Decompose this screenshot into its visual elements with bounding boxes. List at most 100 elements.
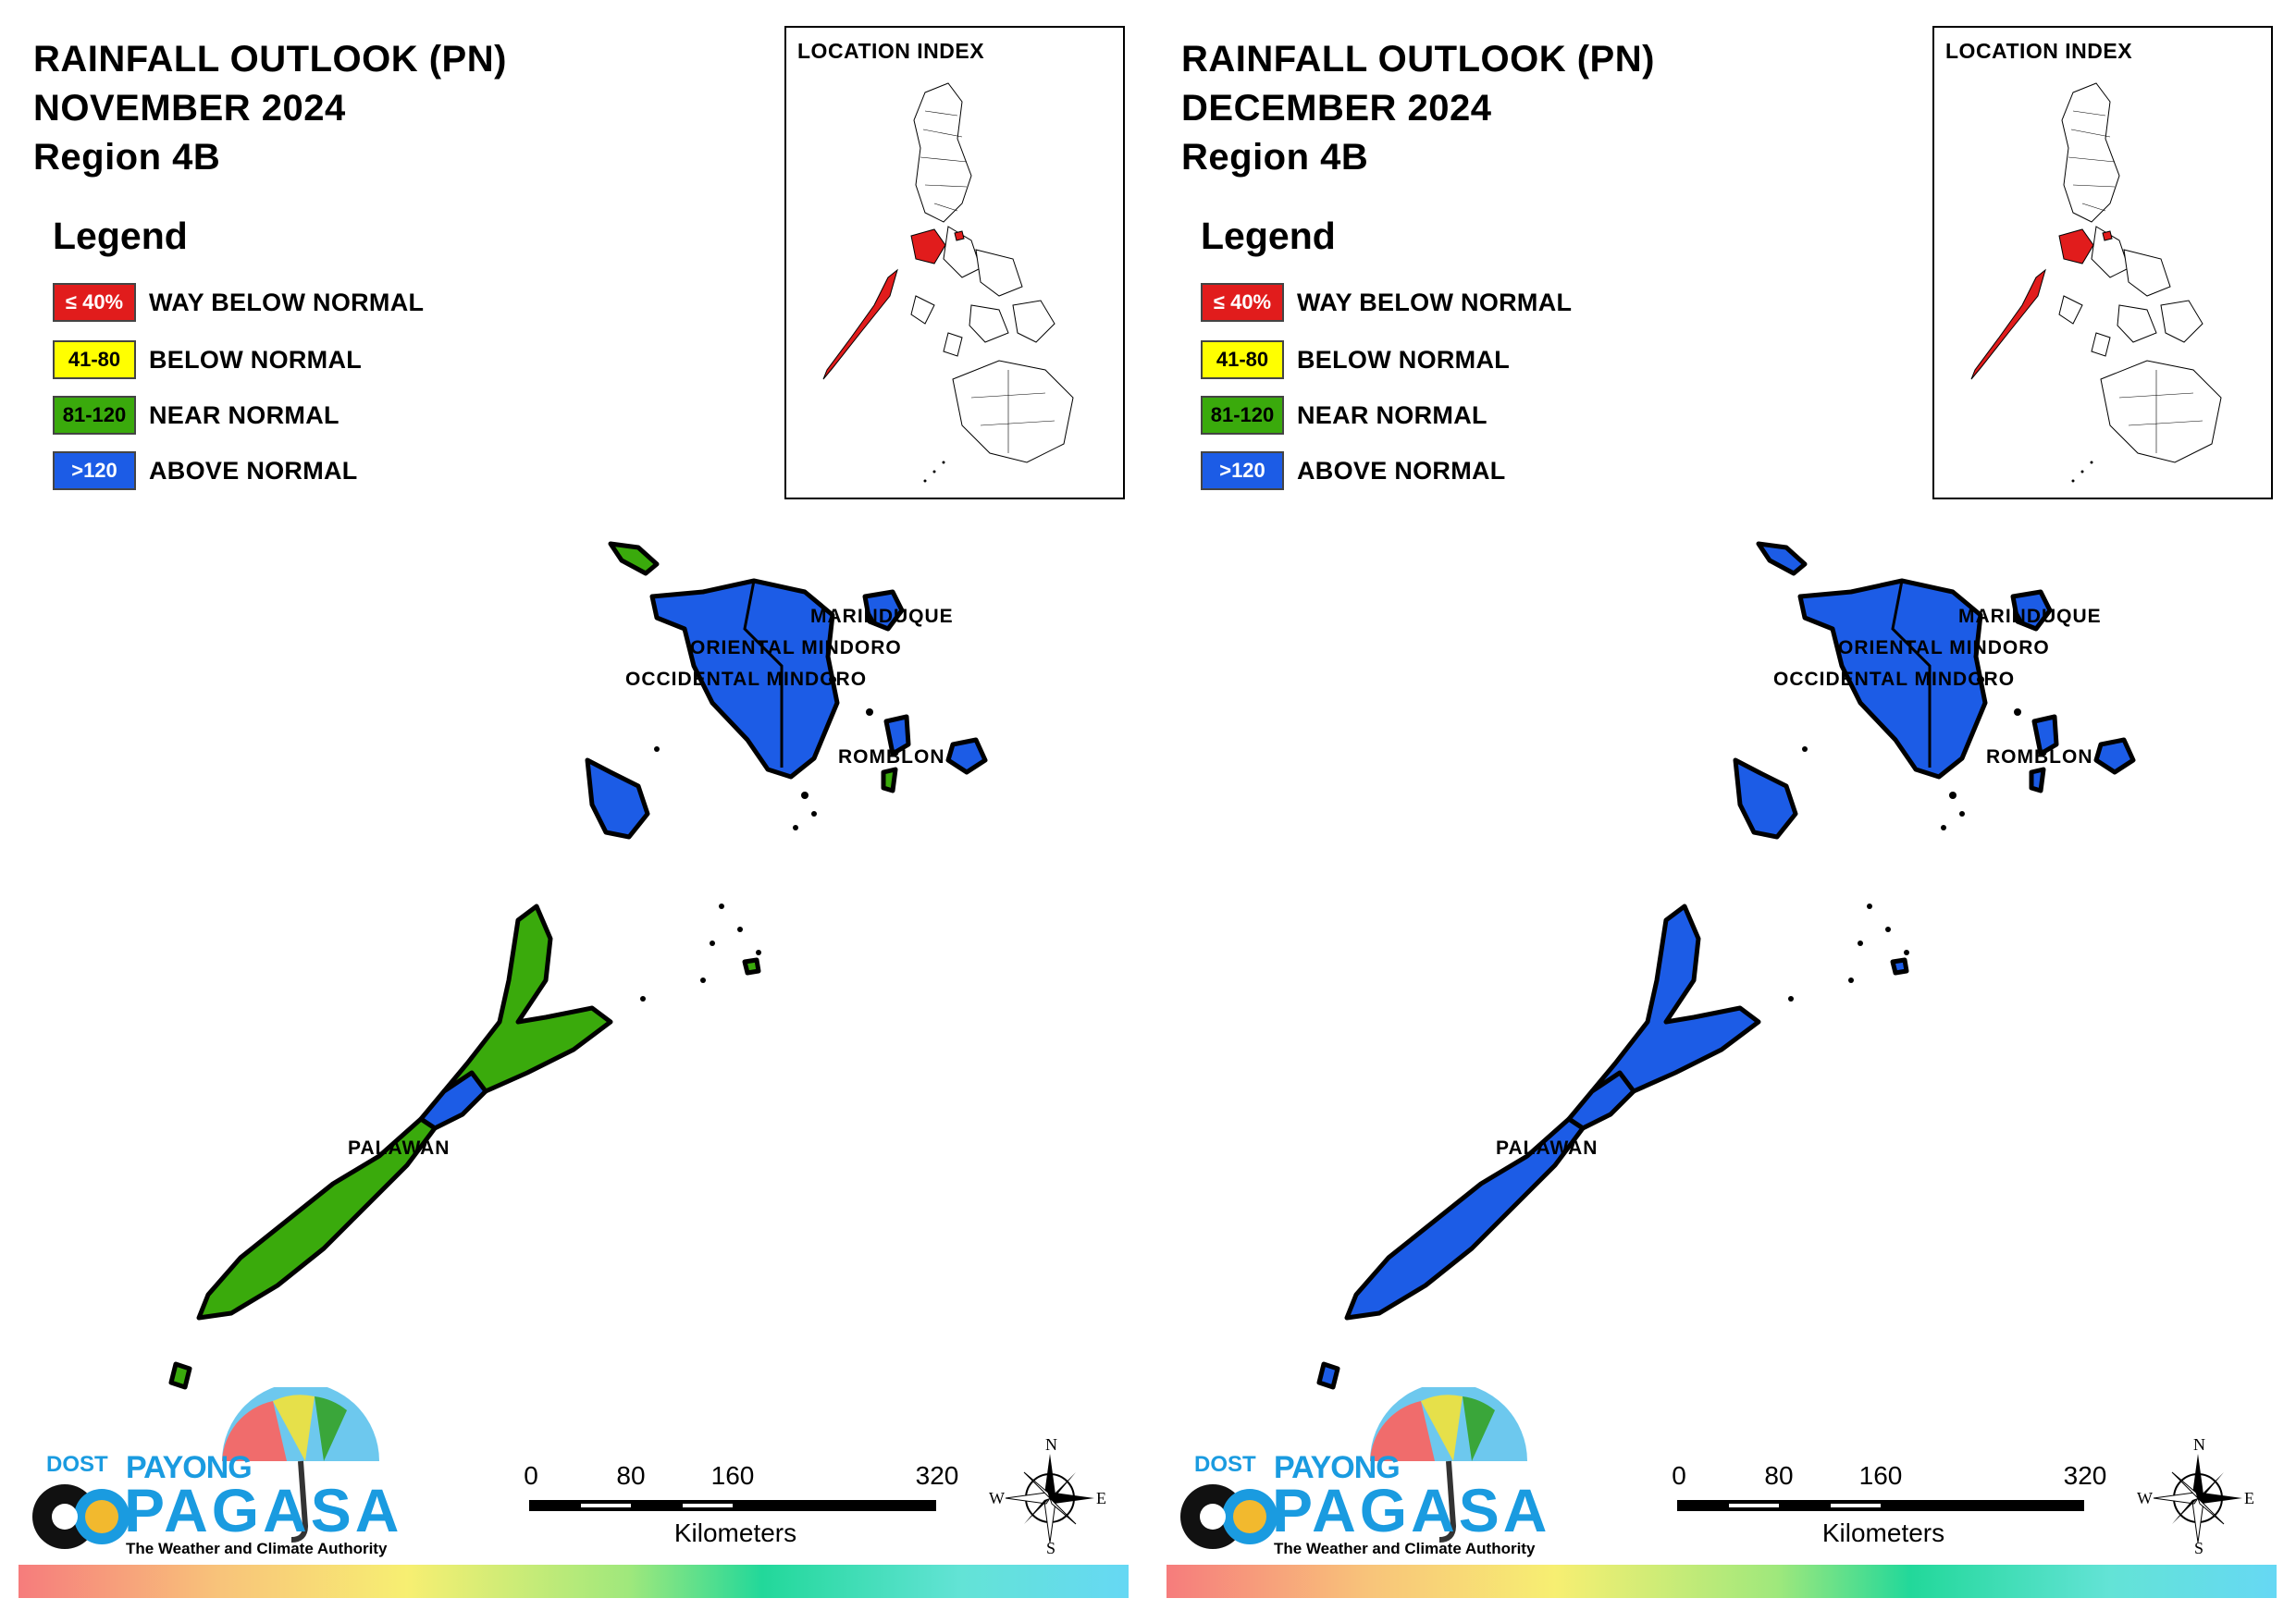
legend-item-near-normal: 81-120 NEAR NORMAL [1201,396,1487,435]
locator-mindoro [910,228,946,264]
philippines-locator-map [822,82,1074,483]
legend-label: NEAR NORMAL [149,400,339,429]
logo-tagline: The Weather and Climate Authority [126,1540,388,1557]
north-arrow-compass: N S E W [2137,1435,2254,1557]
legend-item-above-normal: >120 ABOVE NORMAL [53,451,358,490]
compass-n: N [2193,1435,2205,1454]
romblon-island-3 [2029,767,2046,793]
locator-palawan [1970,268,2046,380]
province-label-oriental-mindoro: ORIENTAL MINDORO [690,637,902,658]
lubang-island [608,541,660,576]
province-label-romblon: ROMBLON [838,746,945,768]
outlook-panel-november: RAINFALL OUTLOOK (PN) NOVEMBER 2024 Regi… [0,26,1148,1598]
legend-item-way-below-normal: ≤ 40% WAY BELOW NORMAL [1201,283,1572,322]
map-title: RAINFALL OUTLOOK (PN) DECEMBER 2024 Regi… [1181,35,1655,182]
compass-n: N [1045,1435,1057,1454]
province-shapes [1316,541,2136,1390]
scale-tick: 160 [710,1461,755,1490]
color-gradient-bar [1167,1565,2277,1598]
region-4b-map: MARINDUQUE ORIENTAL MINDORO OCCIDENTAL M… [1148,518,2296,1410]
scale-bar: 0 80 160 320 Kilometers [1672,1461,2106,1563]
palawan-north [1589,904,1761,1113]
payong-text: PAYONG [126,1450,253,1485]
payong-text: PAYONG [1274,1450,1401,1485]
logo-tagline: The Weather and Climate Authority [1274,1540,1536,1557]
location-index-title: LOCATION INDEX [797,39,985,63]
scale-tick: 0 [1672,1461,1686,1490]
legend-swatch: 81-120 [53,396,136,435]
legend-title: Legend [1201,215,1336,257]
legend-title: Legend [53,215,188,257]
legend-item-below-normal: 41-80 BELOW NORMAL [1201,340,1510,379]
mindoro-province-boundary [743,580,784,768]
legend-label: NEAR NORMAL [1297,400,1487,429]
legend-swatch: ≤ 40% [1201,283,1284,322]
scale-tick: 320 [915,1461,959,1490]
color-gradient-bar [19,1565,1129,1598]
compass-w: W [2137,1489,2153,1507]
legend-item-below-normal: 41-80 BELOW NORMAL [53,340,362,379]
title-line-2: NOVEMBER 2024 [33,88,346,129]
philippines-locator-map [1970,82,2222,483]
compass-rose-icon [1005,1454,1094,1543]
province-label-oriental-mindoro: ORIENTAL MINDORO [1838,637,2050,658]
balabac-island [168,1361,192,1390]
region-4b-map: MARINDUQUE ORIENTAL MINDORO OCCIDENTAL M… [0,518,1148,1410]
province-label-marinduque: MARINDUQUE [810,606,954,627]
dost-text: DOST [1194,1452,1256,1477]
scale-unit: Kilometers [673,1518,797,1547]
romblon-island-1 [2031,714,2059,756]
legend-label: BELOW NORMAL [149,345,363,374]
legend-swatch: >120 [1201,451,1284,490]
title-line-3: Region 4B [33,137,221,178]
compass-s: S [2194,1539,2204,1557]
location-index-map: LOCATION INDEX [784,26,1125,499]
dost-text: DOST [46,1452,108,1477]
scale-unit: Kilometers [1821,1518,1945,1547]
north-arrow-compass: N S E W [989,1435,1106,1557]
locator-mindoro [2058,228,2094,264]
legend-item-above-normal: >120 ABOVE NORMAL [1201,451,1506,490]
map-title: RAINFALL OUTLOOK (PN) NOVEMBER 2024 Regi… [33,35,507,182]
legend-label: ABOVE NORMAL [1297,456,1506,485]
pagasa-text: PAGASA [1272,1476,1551,1544]
scale-tick: 80 [616,1461,646,1490]
legend-item-near-normal: 81-120 NEAR NORMAL [53,396,339,435]
compass-e: E [2244,1489,2254,1507]
compass-e: E [1096,1489,1106,1507]
legend-label: WAY BELOW NORMAL [1297,288,1573,316]
locator-marinduque [2102,230,2113,241]
romblon-island-2 [945,737,988,775]
payong-pagasa-logo: DOST PAYONG PAGASA The Weather and Clima… [28,1387,399,1563]
palawan-south [1344,1116,1586,1321]
outlook-panel-december: RAINFALL OUTLOOK (PN) DECEMBER 2024 Regi… [1148,0,2296,1623]
legend-swatch: 41-80 [53,340,136,379]
scale-tick: 320 [2063,1461,2107,1490]
mindoro-island [649,578,840,780]
calamian-islands [1733,757,1798,840]
locator-marinduque [954,230,965,241]
location-index-title: LOCATION INDEX [1945,39,2133,63]
marinduque-island [2010,589,2053,632]
legend-item-way-below-normal: ≤ 40% WAY BELOW NORMAL [53,283,424,322]
lubang-island [1756,541,1808,576]
payong-pagasa-logo: DOST PAYONG PAGASA The Weather and Clima… [1176,1387,1547,1563]
balabac-island [1316,1361,1340,1390]
cuyo-island [742,957,761,976]
compass-rose-icon [2153,1454,2242,1543]
province-label-marinduque: MARINDUQUE [1958,606,2102,627]
scale-tick: 80 [1764,1461,1794,1490]
province-label-palawan: PALAWAN [348,1137,451,1159]
legend-label: BELOW NORMAL [1297,345,1511,374]
title-line-1: RAINFALL OUTLOOK (PN) [1181,39,1655,80]
romblon-island-3 [881,767,898,793]
mindoro-island [1797,578,1988,780]
pagasa-text: PAGASA [124,1476,403,1544]
mindoro-province-boundary [1891,580,1932,768]
title-line-1: RAINFALL OUTLOOK (PN) [33,39,507,80]
romblon-island-1 [883,714,911,756]
cuyo-island [1890,957,1909,976]
palawan-north [441,904,613,1113]
compass-s: S [1046,1539,1056,1557]
legend-swatch: ≤ 40% [53,283,136,322]
